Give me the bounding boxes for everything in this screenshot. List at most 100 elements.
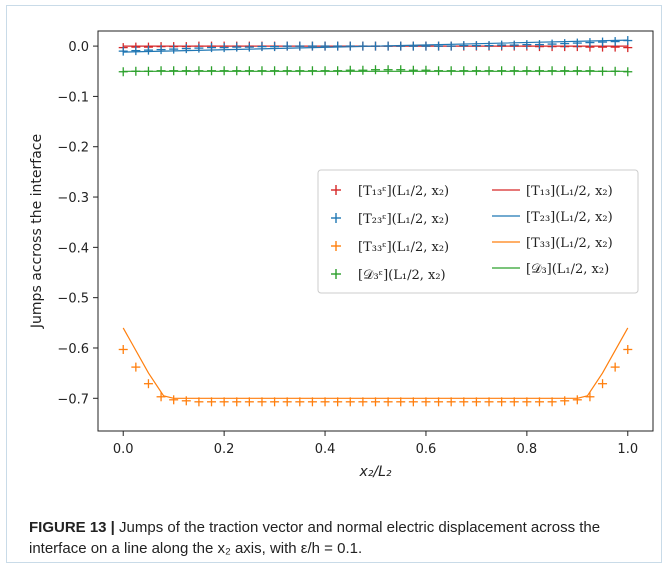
data-point	[534, 66, 544, 76]
data-point	[232, 66, 242, 76]
data-point	[244, 42, 254, 52]
data-point	[270, 42, 280, 52]
data-point	[446, 397, 456, 407]
chart: 0.0 0.2 0.4 0.6 0.8 1.0 0.0 −0.1 −0.2 −0.3 −0.4 −0.…	[29, 30, 654, 480]
data-point	[219, 43, 229, 53]
data-point	[434, 66, 444, 76]
data-point	[143, 379, 153, 389]
data-point	[295, 397, 305, 407]
data-point	[408, 41, 418, 51]
data-point	[118, 67, 128, 77]
data-point	[333, 66, 343, 76]
plot-frame	[97, 30, 654, 432]
data-point	[307, 41, 317, 51]
data-point	[585, 66, 595, 76]
data-point	[459, 397, 469, 407]
data-point	[282, 397, 292, 407]
data-point	[194, 43, 204, 53]
figure-caption-text: Jumps of the traction vector and normal …	[29, 519, 601, 557]
data-point	[497, 40, 507, 50]
data-point	[207, 66, 217, 76]
data-point	[333, 397, 343, 407]
data-point	[610, 362, 620, 372]
data-point	[497, 66, 507, 76]
data-point	[446, 41, 456, 51]
x-axis-label: x₂/L₂	[358, 464, 391, 480]
data-point	[244, 66, 254, 76]
data-point	[459, 66, 469, 76]
data-point	[181, 66, 191, 76]
data-point	[282, 66, 292, 76]
data-point	[156, 45, 166, 55]
data-point	[169, 66, 179, 76]
data-point	[610, 37, 620, 47]
series-line	[122, 327, 629, 399]
y-tick-label: −0.5	[57, 292, 89, 307]
y-tick-label: −0.1	[57, 90, 89, 105]
y-tick-label: −0.4	[57, 241, 89, 256]
data-point	[509, 40, 519, 50]
data-point	[484, 66, 494, 76]
data-point	[396, 41, 406, 51]
data-point	[585, 392, 595, 402]
data-point	[270, 397, 280, 407]
data-point	[534, 40, 544, 50]
data-point	[371, 41, 380, 51]
data-point	[509, 397, 519, 407]
x-tick-label: 0.4	[315, 442, 336, 457]
data-point	[295, 41, 305, 51]
data-point	[396, 65, 406, 75]
data-point	[345, 65, 355, 75]
figure-caption: FIGURE 13 | Jumps of the traction vector…	[29, 517, 659, 559]
data-point	[358, 397, 368, 407]
data-point	[232, 42, 242, 52]
x-tick-label: 0.0	[113, 442, 134, 457]
data-point	[244, 397, 254, 407]
legend-entry-label: [T₁₃](L₁/2, x₂)	[526, 184, 613, 199]
data-point	[333, 41, 343, 51]
data-point	[207, 43, 217, 53]
chart-marks	[118, 36, 633, 407]
data-point	[623, 67, 633, 77]
data-point	[282, 41, 292, 51]
data-point	[408, 65, 418, 75]
x-tick-label: 0.2	[214, 442, 235, 457]
axes: 0.0 0.2 0.4 0.6 0.8 1.0 0.0 −0.1 −0.2 −0.3 −0.4 −0.…	[57, 30, 654, 457]
data-point	[345, 41, 355, 51]
data-point	[257, 42, 267, 52]
data-point	[572, 395, 582, 405]
data-point	[383, 65, 393, 75]
y-tick-label: 0.0	[68, 40, 89, 55]
figure-frame: 0.0 0.2 0.4 0.6 0.8 1.0 0.0 −0.1 −0.2 −0.3 −0.4 −0.…	[6, 5, 662, 563]
data-point	[623, 36, 633, 46]
data-point	[383, 41, 393, 51]
data-point	[270, 66, 280, 76]
data-point	[585, 38, 595, 48]
y-axis-label: Jumps accross the interface	[29, 134, 45, 329]
data-point	[421, 397, 431, 407]
data-point	[320, 66, 330, 76]
data-point	[169, 395, 179, 405]
data-point	[295, 66, 305, 76]
legend: [T₁₃ᵋ](L₁/2, x₂) [T₂₃ᵋ](L₁/2, x₂) [T₃₃ᵋ](L…	[317, 169, 639, 294]
data-point	[320, 397, 330, 407]
data-point	[471, 41, 481, 51]
data-point	[320, 41, 330, 51]
data-point	[169, 44, 179, 54]
data-point	[598, 37, 608, 47]
data-point	[156, 66, 166, 76]
data-point	[598, 379, 608, 389]
data-point	[118, 344, 128, 354]
data-point	[547, 397, 557, 407]
x-tick-label: 0.8	[517, 442, 538, 457]
data-point	[509, 66, 519, 76]
data-point	[459, 41, 469, 51]
legend-box	[317, 169, 639, 294]
data-point	[534, 397, 544, 407]
legend-entry-label: [𝒟₃ᵋ](L₁/2, x₂)	[358, 268, 446, 283]
data-point	[623, 344, 633, 354]
data-point	[371, 65, 380, 75]
data-point	[560, 39, 570, 49]
data-point	[497, 397, 507, 407]
data-point	[471, 66, 481, 76]
